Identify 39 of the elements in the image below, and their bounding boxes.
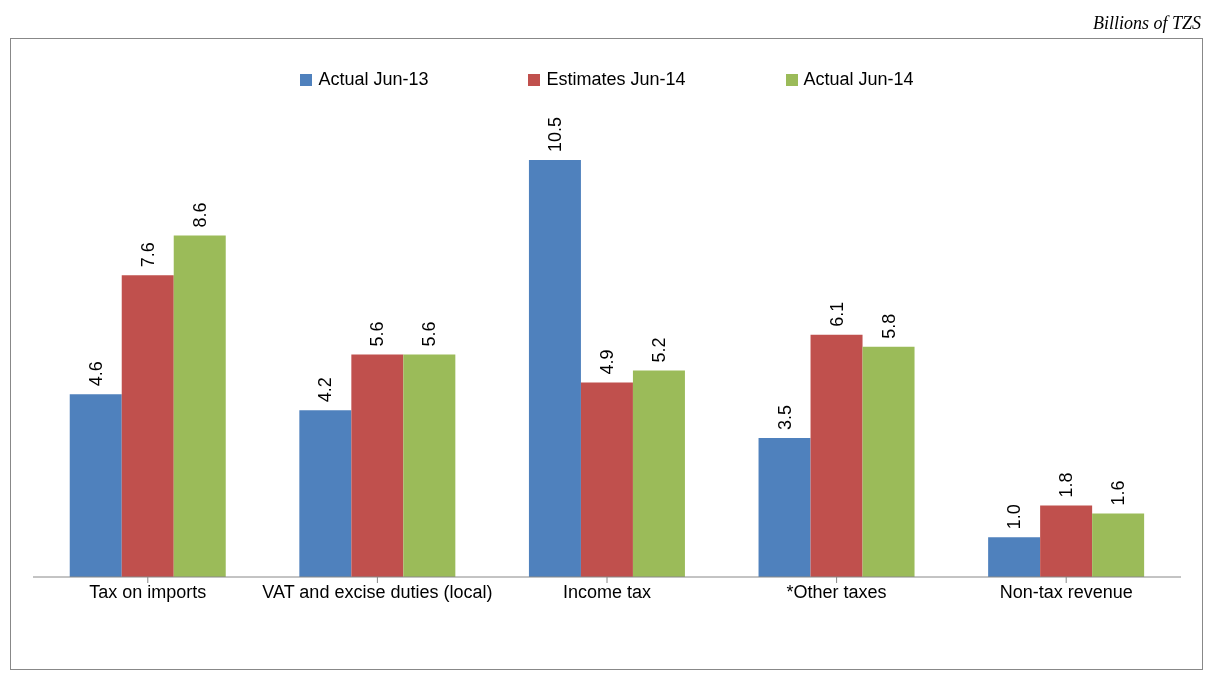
bar: [121, 275, 174, 577]
data-label: 4.6: [85, 361, 106, 387]
data-label: 4.2: [315, 377, 336, 403]
bar: [810, 334, 863, 577]
bar: [528, 160, 581, 577]
bar: [862, 346, 915, 577]
bar: [173, 235, 226, 577]
bar: [580, 382, 633, 577]
bar: [1092, 513, 1145, 577]
bar: [403, 354, 456, 577]
data-label: 1.6: [1108, 480, 1129, 506]
legend-label: Actual Jun-14: [803, 69, 914, 90]
data-label: 6.1: [826, 301, 847, 327]
data-label: 5.8: [878, 313, 899, 339]
data-label: 8.6: [189, 202, 210, 228]
x-tick-label: *Other taxes: [786, 581, 887, 602]
legend-label: Estimates Jun-14: [546, 69, 686, 90]
legend-label: Actual Jun-13: [318, 69, 429, 90]
bar: [758, 438, 811, 577]
data-label: 3.5: [774, 404, 795, 430]
data-label: 10.5: [544, 116, 565, 152]
x-tick-label: Income tax: [562, 581, 652, 602]
x-tick-label: Tax on imports: [89, 581, 207, 602]
data-label: 5.2: [648, 337, 669, 363]
data-label: 5.6: [367, 321, 388, 347]
x-tick-label: VAT and excise duties (local): [262, 581, 493, 602]
bar: [988, 537, 1041, 577]
bar: [632, 370, 685, 577]
data-label: 5.6: [419, 321, 440, 347]
data-label: 7.6: [137, 242, 158, 268]
bar: [69, 394, 122, 577]
bar: [299, 410, 352, 577]
data-label: 4.9: [596, 349, 617, 375]
text: Billions of TZS: [1092, 13, 1201, 33]
data-label: 1.8: [1056, 472, 1077, 498]
bar: [351, 354, 404, 577]
x-tick-label: Non-tax revenue: [999, 581, 1133, 602]
bar: [1040, 505, 1093, 577]
data-label: 1.0: [1004, 504, 1025, 530]
